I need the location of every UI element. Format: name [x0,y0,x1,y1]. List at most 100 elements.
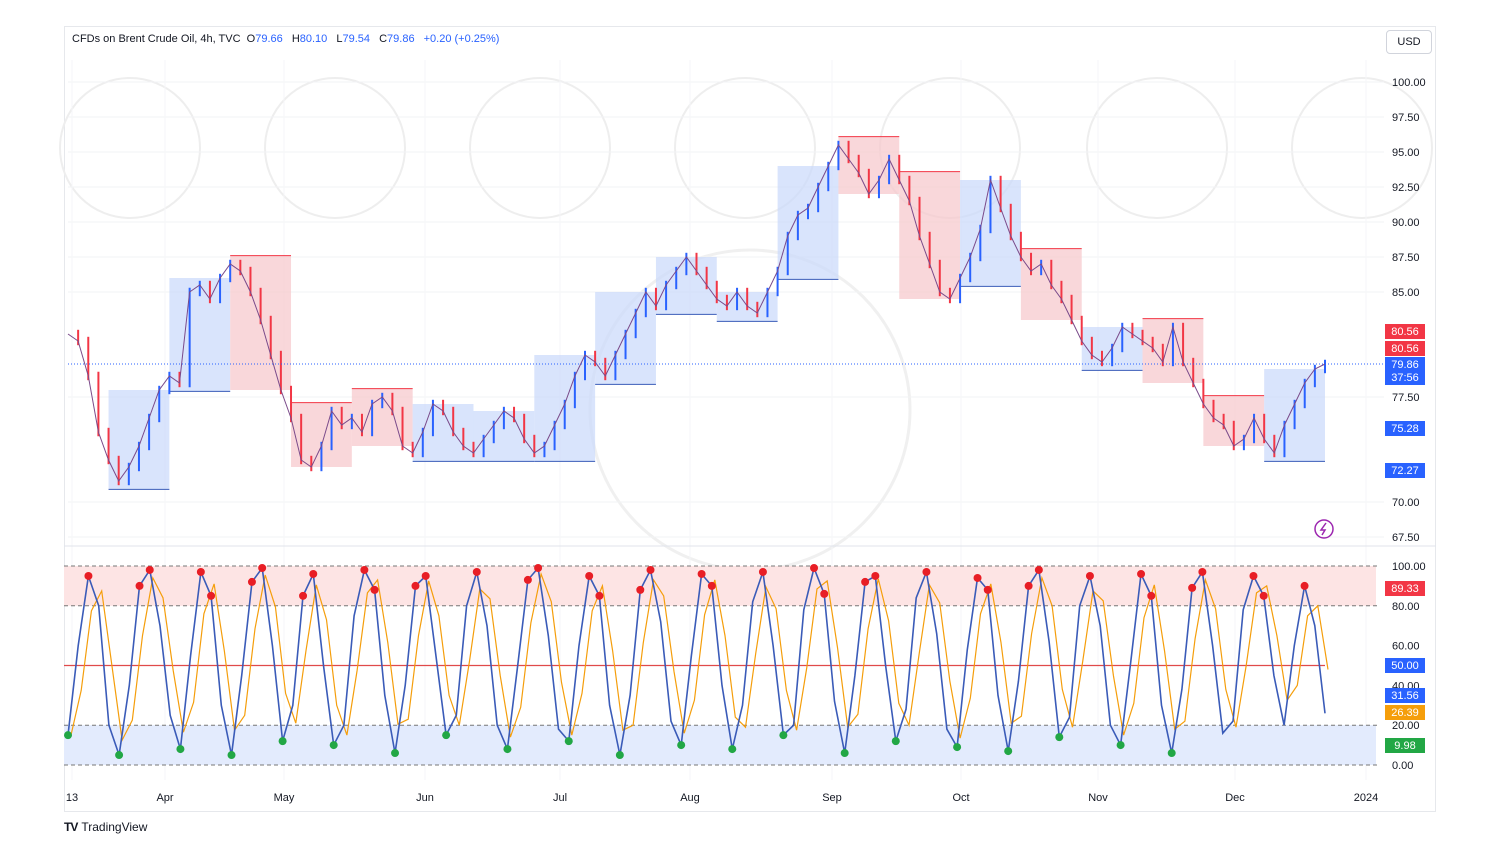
buy-signal-dot [278,737,287,746]
buy-signal-dot [677,741,686,750]
watermark-seal-icon [469,77,611,219]
watermark-seal-icon [1291,77,1433,219]
axes: 100.00 97.50 95.00 92.50 90.00 87.50 85.00 77.5… [64,77,1436,804]
osc-main-line [67,565,1326,756]
sell-signal-dot [707,581,716,590]
buy-signal-dot [176,745,185,754]
sell-signal-dot [636,585,645,594]
price-level-badge [1385,370,1425,385]
sell-signal-dot [646,565,655,574]
symbol-header: CFDs on Brent Crude Oil, 4h, TVC O79.66 … [72,33,499,45]
price-level-label: 72.27 [1391,465,1419,477]
buy-signal-dot [1116,741,1125,750]
open-value: 79.66 [255,33,283,45]
osc-level-badge [1385,658,1425,673]
symbol-name[interactable]: CFDs on Brent Crude Oil, 4h, TVC [72,33,241,45]
sell-signal-dot [299,591,308,600]
osc-level-badge [1385,581,1425,596]
osc-level-label: 26.39 [1391,707,1419,719]
sell-signal-dot [534,563,543,572]
sell-signal-dot [207,591,216,600]
sell-signal-dot [585,571,594,580]
x-tick-label: 13 [66,792,78,804]
price-level-badge [1385,421,1425,436]
buy-signal-dot [779,731,788,740]
buy-signal-dot [1167,749,1176,758]
sell-signal-dot [697,569,706,578]
price-tick-label: 87.50 [1392,252,1420,264]
sell-signal-dot [1137,569,1146,578]
x-tick-label: Sep [822,792,842,804]
overbought-zone [64,566,1376,606]
sell-signal-dot [84,571,93,580]
x-tick-label: 2024 [1354,792,1378,804]
osc-signal-line [70,571,1329,743]
replay-icon[interactable] [1314,519,1334,539]
sell-signal-dot [758,567,767,576]
close-label: C [379,33,388,45]
tradingview-brand: TradingView [81,820,148,834]
buy-signal-dot [840,749,849,758]
low-label: L [336,33,343,45]
sell-signal-dot [871,571,880,580]
sell-signal-dot [1034,565,1043,574]
sell-signal-dot [1188,583,1197,592]
x-tick-label: Nov [1088,792,1108,804]
currency-button[interactable]: USD [1386,30,1432,54]
price-tick-label: 77.50 [1392,392,1420,404]
osc-level-label: 50.00 [1391,660,1419,672]
sell-signal-dot [258,563,267,572]
osc-level-label: 31.56 [1391,690,1419,702]
support-zone [777,166,839,280]
support-zone [108,390,170,490]
x-tick-label: Jun [416,792,434,804]
price-level-label: 75.28 [1391,423,1419,435]
sell-signal-dot [145,565,154,574]
price-tick-label: 67.50 [1392,532,1420,544]
price-pane[interactable] [67,60,1384,780]
oscillator-pane[interactable] [64,563,1380,766]
tradingview-logo-icon: TV [64,820,78,834]
price-level-badge [1385,341,1425,356]
tradingview-logo[interactable]: TV TradingView [64,820,147,834]
osc-tick-label: 100.00 [1392,561,1426,573]
sell-signal-dot [472,567,481,576]
sell-signal-dot [973,573,982,582]
oversold-zone [64,725,1376,765]
buy-signal-dot [564,737,573,746]
sell-signal-dot [523,575,532,584]
buy-signal-dot [1055,733,1064,742]
buy-signal-dot [227,751,236,760]
osc-level-badge [1385,705,1425,720]
buy-signal-dot [1004,747,1013,756]
buy-signal-dot [115,751,124,760]
sell-signal-dot [1300,581,1309,590]
osc-level-badge [1385,688,1425,703]
sell-signal-dot [922,567,931,576]
close-value: 79.86 [387,33,415,45]
osc-level-label: 89.33 [1391,583,1419,595]
watermark-group [59,77,1433,572]
chart-frame[interactable] [64,26,1436,812]
sell-signal-dot [820,589,829,598]
sell-signal-dot [421,571,430,580]
sell-signal-dot [370,585,379,594]
sell-signal-dot [309,569,318,578]
osc-tick-label: 60.00 [1392,641,1420,653]
price-series-line [67,144,1326,482]
watermark-seal-icon [674,77,816,219]
watermark-seal-icon [264,77,406,219]
x-tick-label: Aug [680,792,700,804]
buy-signal-dot [442,731,451,740]
price-tick-label: 92.50 [1392,182,1420,194]
buy-signal-dot [391,749,400,758]
price-tick-label: 97.50 [1392,112,1420,124]
sell-signal-dot [411,581,420,590]
buy-signal-dot [329,741,338,750]
price-level-label: 37:56 [1391,372,1419,384]
sell-signal-dot [247,577,256,586]
osc-tick-label: 80.00 [1392,601,1420,613]
high-label: H [291,33,300,45]
sell-signal-dot [1198,567,1207,576]
